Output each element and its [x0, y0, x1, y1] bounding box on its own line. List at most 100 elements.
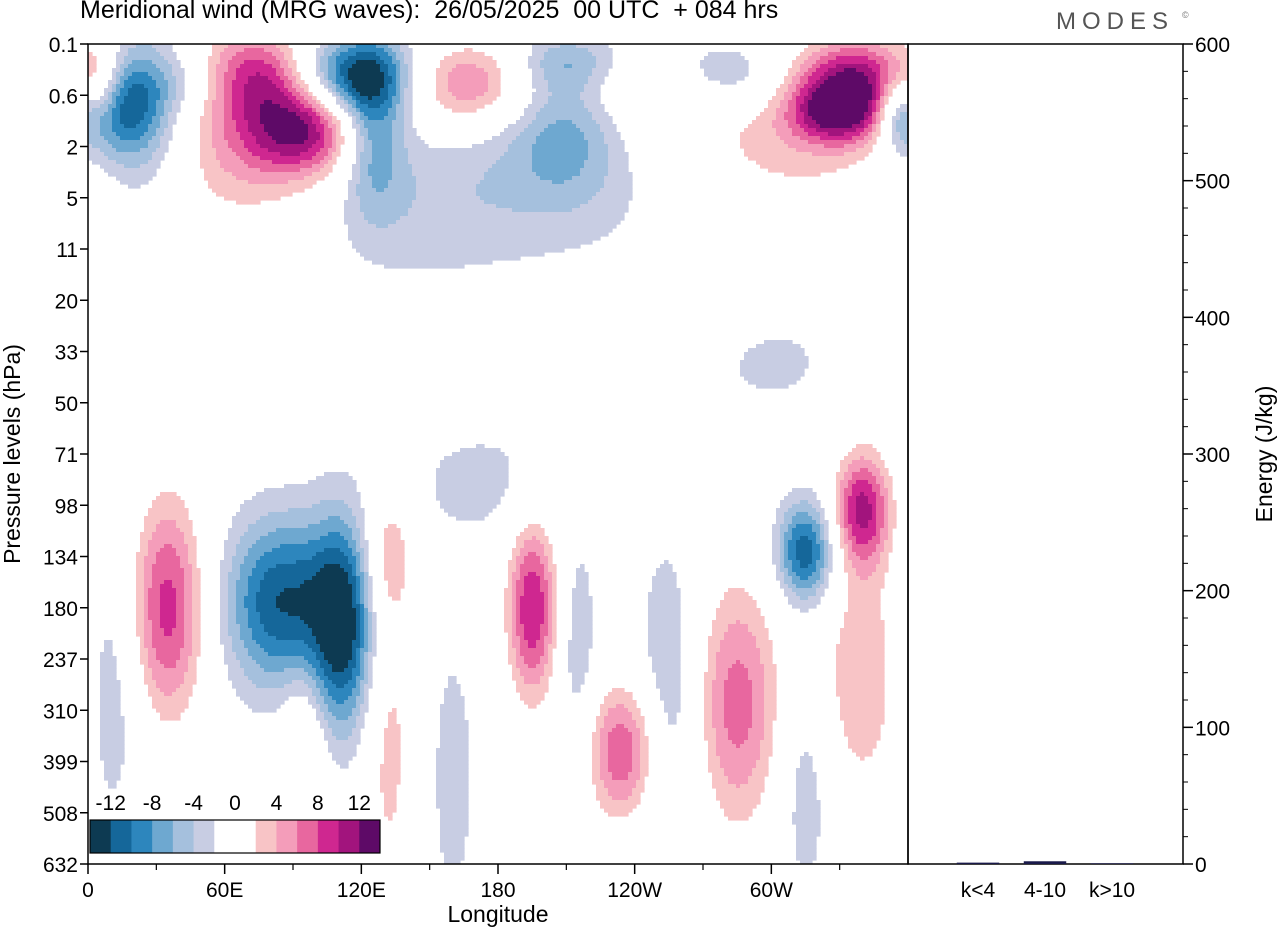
heatmap-cell [192, 564, 197, 569]
heatmap-cell [352, 652, 357, 657]
heatmap-cell [364, 664, 369, 669]
heatmap-cell [276, 84, 285, 89]
heatmap-cell [104, 152, 153, 157]
heatmap-cell [144, 520, 161, 525]
heatmap-cell [796, 772, 817, 777]
heatmap-cell [512, 668, 521, 673]
heatmap-cell [572, 64, 597, 69]
heatmap-cell [788, 556, 797, 561]
heatmap-cell [804, 100, 809, 105]
heatmap-cell [856, 540, 869, 545]
heatmap-cell [800, 64, 813, 69]
heatmap-cell [720, 600, 757, 605]
heatmap-cell [100, 164, 125, 169]
heatmap-cell [788, 88, 797, 93]
heatmap-cell [100, 704, 121, 709]
heatmap-cell [180, 560, 189, 565]
heatmap-cell [192, 628, 201, 633]
heatmap-cell [572, 680, 585, 685]
heatmap-cell [512, 672, 521, 677]
heatmap-cell [764, 672, 777, 677]
heatmap-cell [252, 568, 269, 573]
heatmap-cell [836, 644, 885, 649]
heatmap-cell [572, 604, 593, 609]
heatmap-cell [104, 768, 121, 773]
heatmap-cell [144, 588, 149, 593]
heatmap-cell [184, 632, 193, 637]
heatmap-cell [176, 96, 185, 101]
heatmap-cell [528, 664, 537, 669]
heatmap-cell [816, 80, 825, 85]
heatmap-cell [332, 728, 353, 733]
heatmap-cell [816, 568, 821, 573]
heatmap-cell [300, 116, 313, 121]
heatmap-cell [136, 580, 145, 585]
heatmap-cell [248, 76, 269, 81]
heatmap-cell [868, 524, 877, 529]
heatmap-cell [380, 788, 397, 793]
heatmap-cell [136, 560, 145, 565]
heatmap-cell [160, 616, 177, 621]
heatmap-cell [372, 152, 393, 157]
heatmap-cell [220, 608, 229, 613]
heatmap-cell [876, 496, 885, 501]
heatmap-cell [160, 520, 177, 525]
heatmap-cell [368, 604, 373, 609]
heatmap-cell [796, 556, 813, 561]
heatmap-cell [460, 448, 501, 453]
heatmap-cell [216, 72, 225, 77]
heatmap-cell [304, 88, 309, 93]
heatmap-cell [352, 668, 361, 673]
heatmap-cell [352, 688, 361, 693]
heatmap-cell [800, 860, 813, 864]
heatmap-cell [792, 816, 821, 821]
heatmap-cell [788, 596, 801, 601]
heatmap-cell [876, 528, 881, 533]
heatmap-cell [228, 532, 245, 537]
heatmap-cell [584, 160, 609, 165]
heatmap-cell [280, 60, 289, 65]
heatmap-cell [136, 616, 145, 621]
heatmap-cell [352, 672, 361, 677]
heatmap-cell [372, 156, 393, 161]
heatmap-cell [844, 152, 869, 157]
heatmap-cell [764, 676, 777, 681]
heatmap-cell [160, 92, 169, 97]
heatmap-cell [652, 580, 677, 585]
heatmap-cell [208, 56, 221, 61]
heatmap-cell [524, 584, 541, 589]
heatmap-cell [716, 660, 737, 665]
heatmap-cell [340, 96, 345, 101]
heatmap-cell [536, 172, 581, 177]
heatmap-cell [352, 568, 357, 573]
heatmap-cell [844, 496, 849, 501]
heatmap-cell [88, 64, 97, 69]
heatmap-cell [100, 732, 125, 737]
heatmap-cell [352, 112, 361, 117]
heatmap-cell [528, 552, 537, 557]
heatmap-cell [808, 68, 817, 73]
heatmap-cell [316, 712, 325, 717]
heatmap-cell [352, 244, 581, 249]
heatmap-cell [708, 740, 717, 745]
heatmap-cell [220, 60, 229, 65]
heatmap-cell [216, 84, 225, 89]
heatmap-cell [220, 620, 229, 625]
heatmap-cell [136, 592, 145, 597]
heatmap-cell [324, 132, 333, 137]
heatmap-cell [232, 560, 245, 565]
heatmap-cell [144, 592, 149, 597]
heatmap-cell [880, 552, 889, 557]
heatmap-cell [272, 64, 281, 69]
heatmap-cell [360, 664, 365, 669]
heatmap-cell [304, 640, 317, 645]
heatmap-cell [356, 684, 361, 689]
heatmap-cell [184, 636, 193, 641]
heatmap-cell [160, 120, 169, 125]
heatmap-cell [512, 556, 517, 561]
heatmap-cell [332, 696, 349, 701]
heatmap-cell [364, 600, 369, 605]
heatmap-cell [352, 732, 361, 737]
heatmap-cell [540, 108, 589, 113]
